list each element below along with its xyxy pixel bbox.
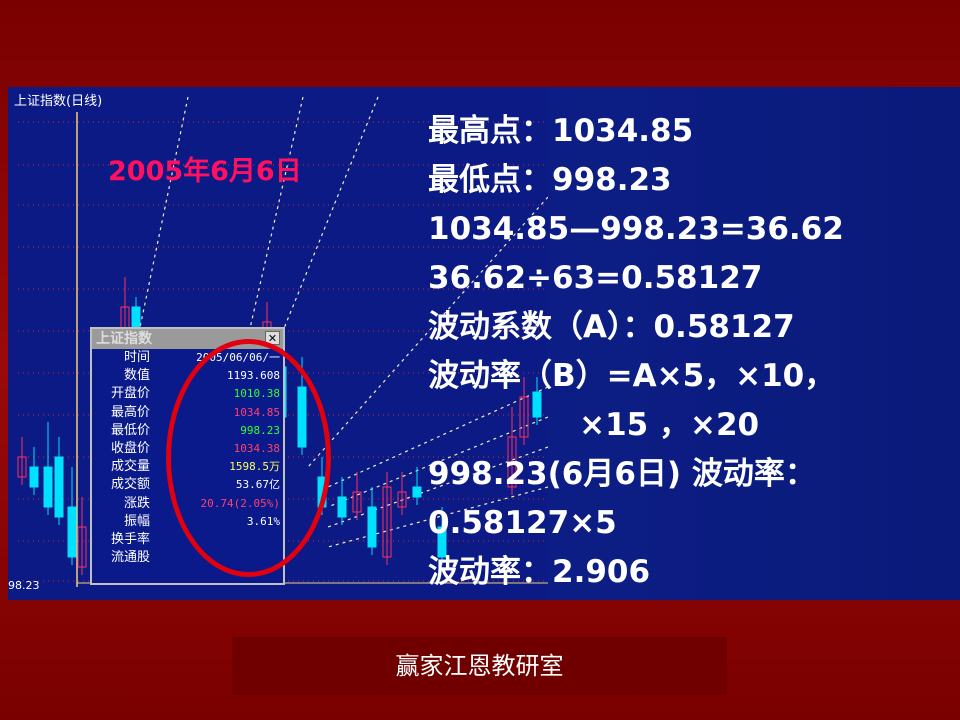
info-key: 涨跌	[123, 495, 150, 511]
text-line: 36.62÷63=0.58127	[428, 260, 763, 296]
gann-angle-line	[327, 386, 548, 488]
info-key: 收盘价	[110, 440, 150, 456]
candle-body	[43, 466, 53, 508]
candle-body	[532, 391, 542, 418]
candle-body	[337, 496, 347, 518]
date-annotation: 2005年6月6日	[108, 156, 302, 187]
low-price-label: 98.23	[8, 579, 40, 592]
candle-body	[382, 486, 392, 558]
candle-body	[77, 526, 87, 568]
candle-body	[519, 396, 529, 438]
candle-body	[67, 506, 77, 558]
candle-body	[412, 486, 422, 498]
candle-body	[352, 491, 362, 513]
info-title-text: 上证指数	[96, 331, 152, 347]
candle-body	[437, 526, 447, 558]
candle-body	[507, 436, 517, 488]
info-key: 换手率	[110, 531, 150, 547]
candle-body	[54, 456, 64, 518]
info-key: 振幅	[123, 513, 150, 529]
calculation-text: 最高点：1034.85 最低点：998.23 1034.85—998.23=36.6…	[428, 107, 844, 597]
info-row: 流通股	[92, 549, 283, 567]
chart-title: 上证指数(日线)	[14, 94, 103, 109]
text-line: 0.58127×5	[428, 505, 617, 541]
highlight-ellipse	[166, 339, 331, 577]
candle-body	[367, 506, 377, 548]
gann-angle-line	[327, 416, 548, 508]
info-key: 流通股	[110, 550, 150, 566]
gann-angle-line	[137, 96, 189, 338]
gann-angle-line	[327, 486, 548, 548]
candle-body	[17, 456, 27, 478]
text-line: 1034.85—998.23=36.62	[428, 211, 844, 247]
text-line: 波动率：2.906	[428, 554, 651, 590]
info-key: 最低价	[110, 422, 150, 438]
candle-body	[397, 491, 407, 508]
text-line: ×15 ，×20	[428, 407, 760, 443]
info-key: 开盘价	[110, 386, 150, 402]
slide-panel: 上证指数(日线) 2005年6月6日 98.23 上证指数 ✕ 时间 2005/06…	[8, 87, 960, 600]
gann-angle-line	[247, 96, 304, 338]
text-line: 最高点：1034.85	[428, 113, 694, 149]
footer-banner: 赢家江恩教研室	[232, 637, 727, 695]
candlestick-chart: 上证指数(日线) 2005年6月6日 98.23 上证指数 ✕ 时间 2005/06…	[8, 87, 548, 600]
text-line: 998.23(6月6日) 波动率：	[428, 456, 816, 492]
info-key: 数值	[123, 368, 150, 384]
info-key: 成交量	[110, 459, 150, 475]
text-line: 波动率（B）=A×5，×10，	[428, 358, 836, 394]
text-line: 波动系数（A）：0.58127	[428, 309, 795, 345]
info-row: 换手率	[92, 531, 283, 549]
text-line: 最低点：998.23	[428, 162, 672, 198]
info-key: 最高价	[110, 404, 150, 420]
gann-angle-line	[307, 196, 548, 468]
info-key: 成交额	[110, 477, 150, 493]
info-key: 时间	[123, 350, 150, 365]
candle-body	[29, 466, 39, 488]
